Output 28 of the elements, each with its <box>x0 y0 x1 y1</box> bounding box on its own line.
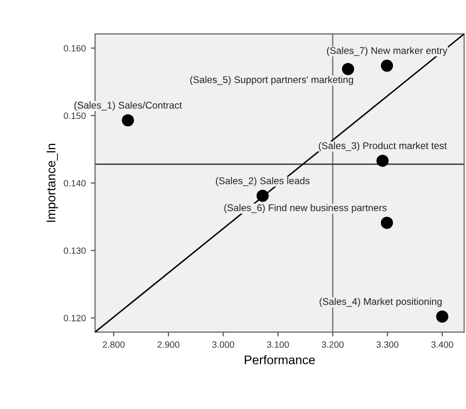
annotation: (Sales_7) New marker entry <box>327 46 448 56</box>
annotation: (Sales_2) Sales leads <box>216 177 310 186</box>
annotation: (Sales_6) Find new business partners <box>224 204 387 214</box>
x-tick-label: 3.400 <box>431 341 454 348</box>
point <box>376 154 389 167</box>
x-tick-label: 3.000 <box>212 341 234 348</box>
y-tick-label: 0.150 <box>64 112 86 119</box>
annotation: (Sales_1) Sales/Contract <box>74 102 182 111</box>
x-tick-label: 2.900 <box>158 341 180 348</box>
point <box>380 216 393 229</box>
annotation: (Sales_5) Support partners' marketing <box>190 76 353 86</box>
y-tick-label: 0.140 <box>64 180 86 186</box>
point <box>380 60 393 72</box>
y-tick-label: 0.130 <box>64 247 86 254</box>
x-axis-title: Performance <box>244 355 315 364</box>
y-tick-label: 0.160 <box>64 45 86 52</box>
x-tick-label: 3.100 <box>267 341 289 348</box>
point <box>256 190 269 202</box>
y-axis-title: Importance_In <box>46 144 58 222</box>
point <box>436 310 448 323</box>
x-tick-label: 3.200 <box>322 341 344 348</box>
x-tick-label: 3.300 <box>376 341 398 348</box>
annotation: (Sales_4) Market positioning <box>320 298 442 307</box>
point <box>122 114 134 126</box>
x-tick-label: 2.800 <box>102 341 125 348</box>
y-tick-label: 0.120 <box>64 314 86 322</box>
point <box>342 62 354 76</box>
annotation: (Sales_3) Product market test <box>318 142 447 152</box>
